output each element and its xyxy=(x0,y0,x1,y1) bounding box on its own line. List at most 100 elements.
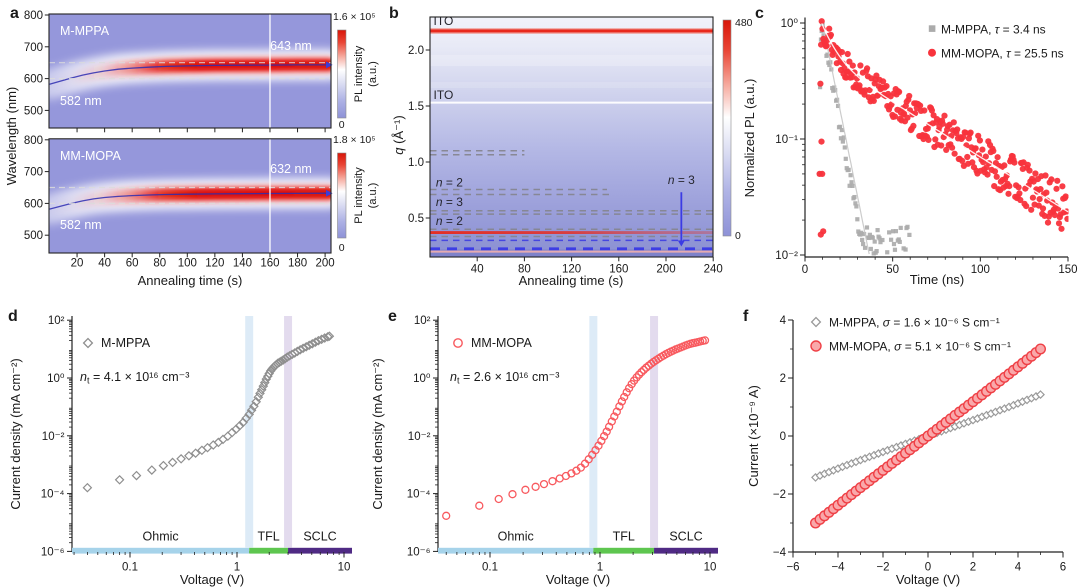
panel-e: 0.1 1 10 10² 10⁰ 10⁻² 10⁻⁴ 10⁻⁶ Ohmic TFL SCLC nt =… xyxy=(370,308,718,587)
peak-wavelength-curve xyxy=(49,192,330,210)
panel-letter-f: f xyxy=(743,308,749,325)
fit-line-mm-mopa xyxy=(821,23,1069,213)
svg-text:50: 50 xyxy=(886,264,899,276)
region-label-sclc: SCLC xyxy=(303,530,336,544)
peak-wavelength-curve xyxy=(49,64,330,85)
y-axis: 10² 10⁰ 10⁻² 10⁻⁴ 10⁻⁶ xyxy=(407,315,438,558)
panel-b-plot: ITO ITO n = 2 n = 3 n = 2 n = 3 40 80 120 160 200 2… xyxy=(391,14,732,276)
svg-text:10⁰: 10⁰ xyxy=(413,373,431,385)
panel-d-plot: 0.1 1 10 10² 10⁰ 10⁻² 10⁻⁴ 10⁻⁶ Ohmic TFL SCLC nt =… xyxy=(41,315,352,574)
panel-a-sub2-initial-peak-label: 582 nm xyxy=(60,218,102,232)
region-strips xyxy=(72,547,352,554)
svg-text:1: 1 xyxy=(234,562,240,574)
panel-d-legend-label: M-MPPA xyxy=(101,336,151,350)
y-axis: 10² 10⁰ 10⁻² 10⁻⁴ 10⁻⁶ xyxy=(41,315,72,558)
panel-a-sub1-initial-peak-label: 582 nm xyxy=(60,94,102,108)
panel-a-sub2-title: MM-MOPA xyxy=(60,149,122,163)
svg-text:40: 40 xyxy=(98,258,111,270)
giwaxs-heatmap-background xyxy=(430,17,713,257)
panel-e-plot: 0.1 1 10 10² 10⁰ 10⁻² 10⁻⁴ 10⁻⁶ Ohmic TFL SCLC nt =… xyxy=(407,315,718,574)
svg-text:2: 2 xyxy=(970,562,976,574)
feature-lines xyxy=(430,26,713,253)
x-ticks xyxy=(76,128,326,133)
svg-text:10⁻⁶: 10⁻⁶ xyxy=(407,546,431,558)
svg-text:4: 4 xyxy=(1015,562,1022,574)
svg-text:10⁻⁴: 10⁻⁴ xyxy=(407,489,431,501)
panel-c-x-axis-label: Time (ns) xyxy=(910,272,964,287)
legend-entry-mm-mopa: MM-MOPA, τ = 25.5 ns xyxy=(941,47,1064,61)
panel-b-colorbar-max: 480 xyxy=(735,17,753,29)
svg-text:10: 10 xyxy=(338,562,351,574)
svg-text:10: 10 xyxy=(704,562,717,574)
panel-e-x-axis-label: Voltage (V) xyxy=(546,572,610,587)
svg-text:n = 2: n = 2 xyxy=(436,175,463,189)
heatmap-m-mppa xyxy=(48,13,333,129)
panel-a-plot: 800 700 600 500 800 700 600 500 20 40 60 80 100 120 14… xyxy=(24,10,347,270)
y-ticks: 800 700 600 500 xyxy=(24,135,49,242)
panel-a-colorbar1-min: 0 xyxy=(339,119,345,131)
legend-entry-m-mppa: M-MPPA, σ = 1.6 × 10⁻⁶ S cm⁻¹ xyxy=(829,316,1000,330)
svg-text:0: 0 xyxy=(780,431,786,443)
svg-text:80: 80 xyxy=(153,258,166,270)
colorbar xyxy=(337,152,347,239)
svg-text:200: 200 xyxy=(656,264,675,276)
panel-c: 10⁰ 10⁻¹ 10⁻² 0 50 100 150 M-MPPA, τ = 3.4 ns MM… xyxy=(742,5,1078,287)
svg-text:0.5: 0.5 xyxy=(408,213,424,225)
y-axis: 0.5 1.0 1.5 2.0 xyxy=(408,45,430,225)
svg-text:4: 4 xyxy=(780,315,787,327)
panel-f-plot: −6 −4 −2 0 2 4 6 4 2 0 −2 −4 M-MPPA, σ = 1.6 × 10⁻⁶ … xyxy=(773,315,1066,574)
svg-text:10⁰: 10⁰ xyxy=(47,373,65,385)
panel-b: ITO ITO n = 2 n = 3 n = 2 n = 3 40 80 120 160 200 2… xyxy=(389,5,753,288)
svg-text:700: 700 xyxy=(24,42,43,54)
legend: M-MPPA, τ = 3.4 ns MM-MOPA, τ = 25.5 ns xyxy=(928,23,1064,61)
panel-d: 0.1 1 10 10² 10⁰ 10⁻² 10⁻⁴ 10⁻⁶ Ohmic TFL SCLC nt =… xyxy=(8,308,352,587)
panel-a-colorbar1-label-2: (a.u.) xyxy=(367,61,379,87)
svg-text:10⁻²: 10⁻² xyxy=(408,431,431,443)
svg-text:140: 140 xyxy=(233,258,252,270)
region-label-sclc: SCLC xyxy=(669,530,702,544)
svg-text:−6: −6 xyxy=(786,562,799,574)
panel-a-sub1-final-peak-label: 643 nm xyxy=(270,39,312,53)
panel-b-colorbar-min: 0 xyxy=(735,230,741,242)
panel-letter-a: a xyxy=(10,5,19,22)
heatmap-mm-mopa xyxy=(48,138,333,254)
svg-text:10⁻⁶: 10⁻⁶ xyxy=(41,546,65,558)
svg-text:240: 240 xyxy=(704,264,723,276)
panel-a: 800 700 600 500 800 700 600 500 20 40 60 80 100 120 14… xyxy=(4,5,379,288)
panel-d-x-axis-label: Voltage (V) xyxy=(180,572,244,587)
svg-text:1.0: 1.0 xyxy=(408,157,424,169)
series-mm-mopa xyxy=(810,343,1046,529)
svg-text:0.1: 0.1 xyxy=(482,562,498,574)
svg-text:6: 6 xyxy=(1060,562,1066,574)
svg-text:80: 80 xyxy=(518,264,531,276)
legend-entry-mm-mopa: MM-MOPA, σ = 5.1 × 10⁻⁶ S cm⁻¹ xyxy=(829,340,1011,354)
panel-e-y-axis-label: Current density (mA cm⁻²) xyxy=(370,358,385,509)
svg-text:−4: −4 xyxy=(831,562,845,574)
panel-a-colorbar1-label: PL intensity xyxy=(353,45,365,102)
x-ticks xyxy=(76,253,326,258)
svg-text:2.0: 2.0 xyxy=(408,45,424,57)
svg-text:200: 200 xyxy=(316,258,335,270)
panel-c-plot: 10⁰ 10⁻¹ 10⁻² 0 50 100 150 M-MPPA, τ = 3.4 ns MM… xyxy=(775,17,1078,276)
peak-arrowhead xyxy=(326,189,333,197)
svg-text:10⁻¹: 10⁻¹ xyxy=(775,134,798,146)
panel-a-colorbar2-label-2: (a.u.) xyxy=(367,183,379,209)
svg-text:2: 2 xyxy=(780,373,786,385)
svg-text:1.5: 1.5 xyxy=(408,101,424,113)
annotation-labels: ITO ITO n = 2 n = 3 n = 2 n = 3 xyxy=(434,14,696,228)
svg-text:1: 1 xyxy=(597,562,603,574)
svg-text:100: 100 xyxy=(971,264,990,276)
x-axis: −6 −4 −2 0 2 4 6 xyxy=(786,552,1066,574)
panel-a-y-axis-label: Wavelength (nm) xyxy=(4,87,19,186)
panel-a-sub2-final-peak-label: 632 nm xyxy=(270,162,312,176)
svg-text:10⁻²: 10⁻² xyxy=(42,431,65,443)
svg-text:20: 20 xyxy=(71,258,84,270)
svg-text:160: 160 xyxy=(260,258,279,270)
svg-text:800: 800 xyxy=(24,10,43,22)
panel-f: −6 −4 −2 0 2 4 6 4 2 0 −2 −4 M-MPPA, σ = 1.6 × 10⁻⁶ … xyxy=(743,308,1066,587)
svg-text:0: 0 xyxy=(802,264,808,276)
colorbar xyxy=(337,29,347,119)
svg-text:ITO: ITO xyxy=(434,14,454,28)
svg-text:700: 700 xyxy=(24,167,43,179)
